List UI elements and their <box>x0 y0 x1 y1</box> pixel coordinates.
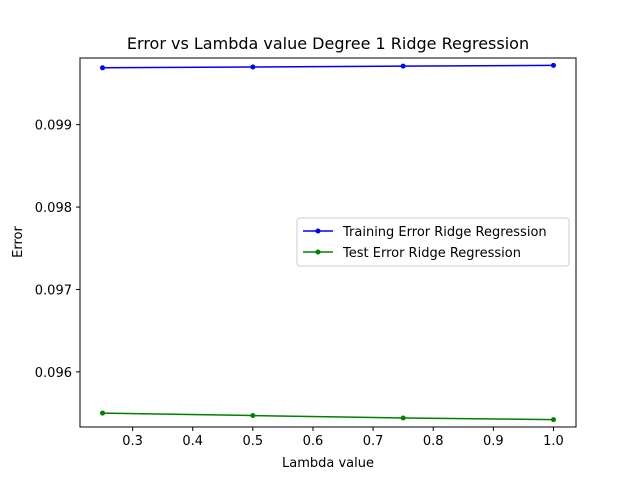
y-tick-label: 0.097 <box>35 283 72 298</box>
x-axis-ticks: 0.3 0.4 0.5 0.6 0.7 0.8 0.9 1.0 <box>122 427 564 449</box>
legend: Training Error Ridge Regression Test Err… <box>296 217 570 267</box>
x-tick-label: 0.5 <box>243 434 264 449</box>
x-tick-label: 0.6 <box>303 434 324 449</box>
series-line-0 <box>102 64 554 69</box>
series-layer <box>100 62 556 423</box>
x-axis-label: Lambda value <box>282 456 374 471</box>
chart-title: Error vs Lambda value Degree 1 Ridge Reg… <box>127 34 529 53</box>
legend-label-test: Test Error Ridge Regression <box>342 246 521 261</box>
data-point-series-1 <box>100 410 106 416</box>
x-tick-label: 0.8 <box>423 434 444 449</box>
x-tick-label: 0.3 <box>122 434 143 449</box>
y-axis-ticks: 0.096 0.097 0.098 0.099 <box>35 119 80 381</box>
y-tick-label: 0.098 <box>35 201 72 216</box>
x-tick-label: 0.4 <box>182 434 203 449</box>
data-point-series-1 <box>250 413 256 419</box>
data-point-series-0 <box>400 63 406 69</box>
x-tick-label: 1.0 <box>543 434 564 449</box>
legend-marker-training <box>315 228 321 234</box>
data-point-series-1 <box>400 415 406 421</box>
y-tick-label: 0.096 <box>35 366 72 381</box>
legend-label-training: Training Error Ridge Regression <box>342 225 547 240</box>
data-point-series-0 <box>550 62 556 68</box>
data-point-series-0 <box>250 64 256 70</box>
data-point-series-1 <box>550 417 556 423</box>
plot-frame <box>79 57 577 428</box>
y-tick-label: 0.099 <box>35 119 72 134</box>
legend-box <box>296 217 570 267</box>
series-line-1 <box>102 412 554 421</box>
x-tick-label: 0.9 <box>483 434 504 449</box>
data-point-series-0 <box>100 65 106 71</box>
legend-marker-test <box>315 249 321 255</box>
y-axis-label: Error <box>11 226 26 258</box>
x-tick-label: 0.7 <box>363 434 384 449</box>
